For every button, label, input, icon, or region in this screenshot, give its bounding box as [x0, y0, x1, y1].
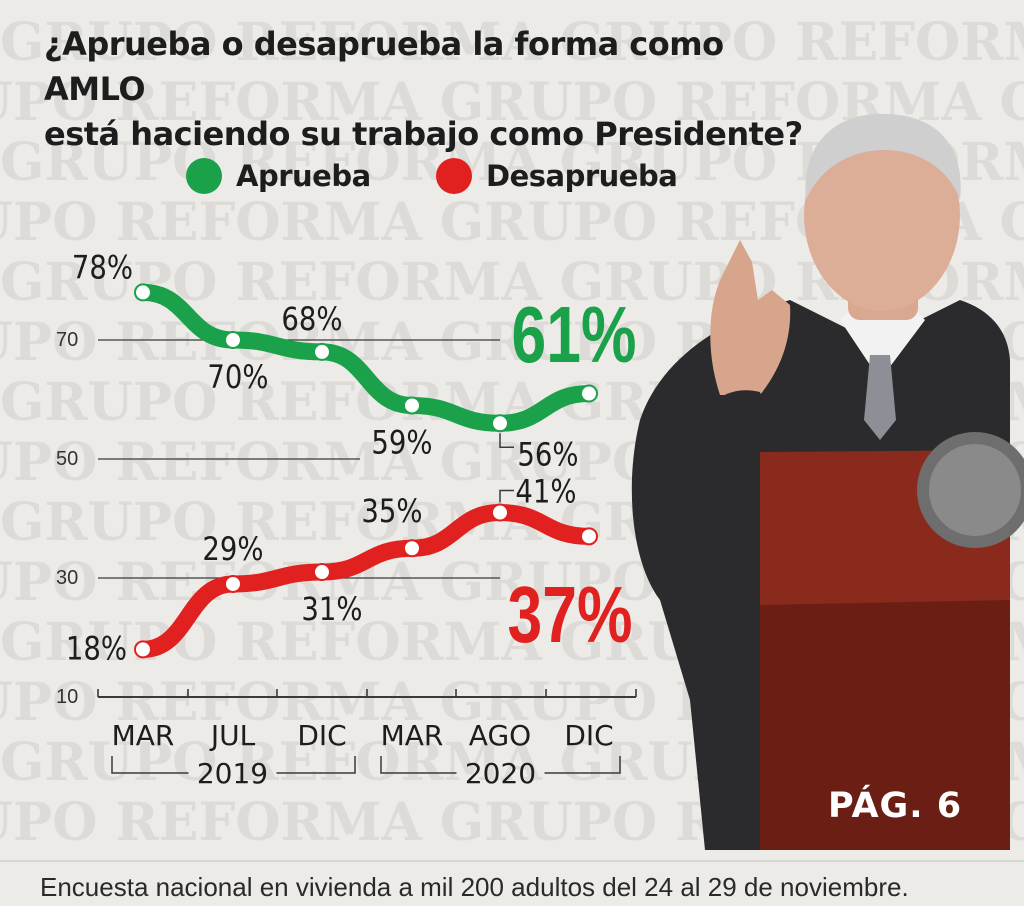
x-tick-label: MAR	[381, 719, 444, 752]
x-tick-label: MAR	[112, 719, 175, 752]
y-tick-label: 70	[56, 329, 78, 351]
legend-item-desaprueba: Desaprueba	[436, 156, 678, 196]
data-point	[580, 384, 598, 403]
latest-value-label: 37%	[508, 571, 633, 660]
data-point	[134, 283, 152, 302]
year-label: 2020	[465, 757, 536, 790]
data-point	[313, 342, 331, 361]
year-bracket-left	[380, 756, 457, 774]
year-bracket-left	[111, 756, 189, 774]
data-label: 68%	[281, 301, 342, 339]
tie	[864, 355, 896, 440]
data-label: 29%	[202, 531, 263, 569]
latest-value-label: 61%	[512, 291, 637, 380]
data-label: 41%	[515, 474, 576, 512]
title-line-2: está haciendo su trabajo como Presidente…	[44, 115, 803, 153]
page-reference: PÁG. 6	[828, 786, 963, 826]
chart-title: ¿Aprueba o desaprueba la forma como AMLO…	[44, 22, 824, 157]
legend-label-aprueba: Aprueba	[236, 159, 371, 193]
footer-divider	[0, 860, 1024, 862]
data-label: 78%	[72, 249, 133, 287]
legend-swatch-aprueba	[186, 158, 222, 194]
hair	[805, 113, 961, 200]
data-point	[403, 396, 421, 415]
seal-inner	[929, 444, 1021, 536]
y-tick-label: 10	[56, 686, 78, 708]
watermark-text: GRUPO REFORMA GRUPO REFORMA GRUPO REFORM…	[0, 12, 1024, 73]
data-point	[580, 527, 598, 546]
data-point	[313, 563, 331, 582]
data-point	[224, 331, 242, 349]
data-label: 35%	[361, 493, 422, 531]
legend-swatch-desaprueba	[436, 158, 472, 194]
label-leader	[499, 433, 514, 449]
face	[804, 119, 960, 311]
raised-hand	[710, 240, 791, 395]
survey-footnote: Encuesta nacional en vivienda a mil 200 …	[40, 872, 909, 902]
year-label: 2019	[197, 757, 268, 790]
legend-label-desaprueba: Desaprueba	[486, 159, 678, 193]
data-point	[224, 574, 242, 593]
data-point	[134, 640, 152, 659]
y-tick-label: 30	[56, 567, 78, 589]
x-tick-label: DIC	[297, 719, 346, 752]
x-tick-label: DIC	[564, 719, 613, 752]
legend-item-aprueba: Aprueba	[186, 156, 371, 196]
data-label: 70%	[207, 359, 268, 397]
data-label: 18%	[66, 630, 127, 668]
year-bracket-right	[276, 756, 356, 774]
data-label: 31%	[301, 591, 362, 629]
suit	[631, 300, 1010, 850]
x-tick-label: JUL	[209, 719, 256, 752]
data-label: 56%	[517, 436, 578, 474]
data-label: 59%	[371, 424, 432, 462]
year-bracket-right	[544, 756, 621, 774]
sleeve	[705, 390, 770, 440]
data-point	[403, 539, 421, 558]
x-tick-label: AGO	[469, 719, 531, 752]
y-tick-label: 50	[56, 448, 78, 470]
title-line-1: ¿Aprueba o desaprueba la forma como AMLO	[44, 25, 724, 108]
label-leader	[499, 489, 514, 503]
data-point	[491, 503, 509, 522]
series-line-aprueba	[134, 283, 598, 432]
data-point	[491, 414, 509, 433]
